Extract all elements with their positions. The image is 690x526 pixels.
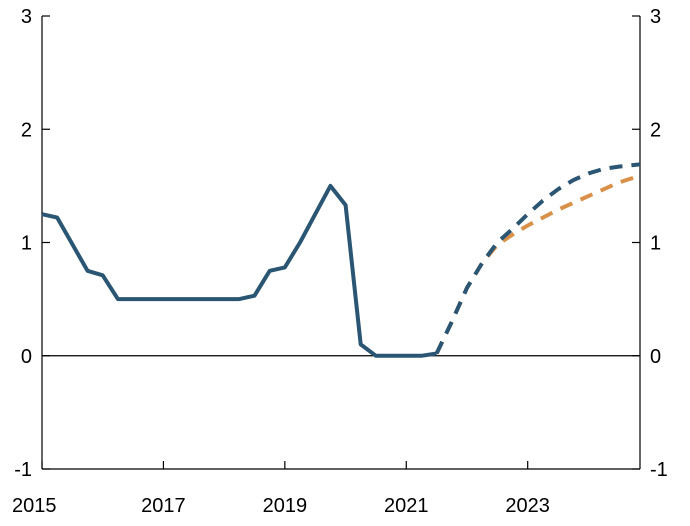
- y-tick-label-left: 3: [21, 6, 32, 28]
- series-layer: [41, 162, 641, 358]
- y-tick-label-right: 2: [650, 119, 661, 141]
- axes: [41, 15, 641, 470]
- x-tick-label: 2015: [12, 495, 57, 517]
- y-tick-label-right: 0: [650, 346, 661, 368]
- x-tick-label: 2017: [141, 495, 186, 517]
- y-tick-label-left: -1: [14, 459, 32, 481]
- series-line-dashed-1: [434, 162, 641, 355]
- y-tick-label-left: 2: [21, 119, 32, 141]
- x-tick-label: 2019: [263, 495, 308, 517]
- y-tick-label-right: 1: [650, 233, 661, 255]
- series-line-solid-0: [41, 183, 437, 358]
- x-tick-label: 2023: [505, 495, 550, 517]
- tick-labels: -1 -1 0 0 1 1 2 2 3 3 2015 2017 2019 2021 2023: [12, 6, 668, 517]
- x-tick-label: 2021: [384, 495, 429, 517]
- y-tick-label-right: -1: [650, 459, 668, 481]
- y-tick-label-right: 3: [650, 6, 661, 28]
- y-tick-label-left: 1: [21, 233, 32, 255]
- y-tick-label-left: 0: [21, 346, 32, 368]
